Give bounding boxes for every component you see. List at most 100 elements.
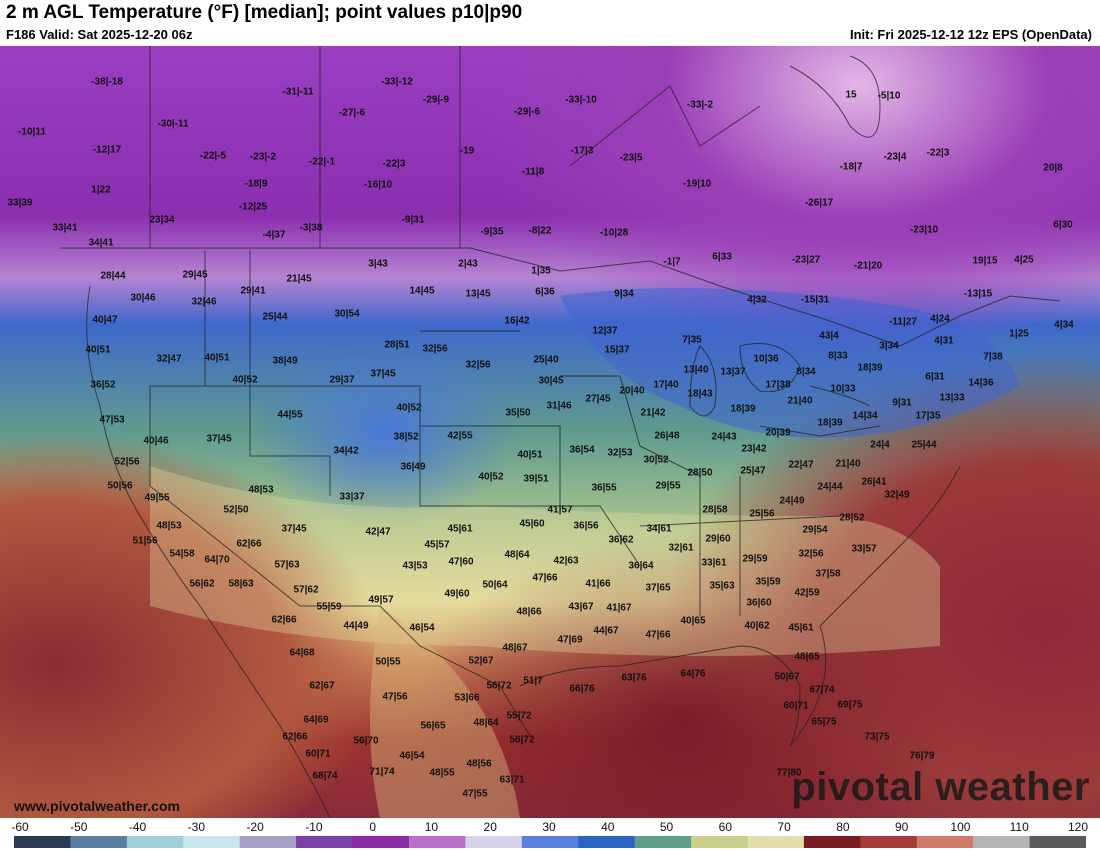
point-value-label: 45|57 bbox=[424, 539, 450, 551]
legend-color-swatch bbox=[239, 836, 297, 848]
map-title: 2 m AGL Temperature (°F) [median]; point… bbox=[6, 2, 523, 23]
point-value-label: 10|33 bbox=[830, 383, 856, 395]
point-value-label: 32|61 bbox=[668, 542, 694, 554]
point-value-label: 1|25 bbox=[1009, 328, 1029, 340]
point-value-label: 56|65 bbox=[420, 720, 446, 732]
point-value-label: 29|37 bbox=[329, 374, 355, 386]
point-value-label: 38|49 bbox=[272, 355, 298, 367]
point-value-label: -22|-1 bbox=[308, 156, 336, 168]
point-value-label: 21|42 bbox=[640, 407, 666, 419]
point-value-label: 37|45 bbox=[206, 433, 232, 445]
point-value-labels: -38|-18 -31|-11 -33|-12 -29|-9 -33|-10 -33|-2… bbox=[0, 46, 1100, 818]
point-value-label: 41|67 bbox=[606, 602, 632, 614]
legend-color-swatch bbox=[1029, 836, 1086, 848]
point-value-label: -31|-11 bbox=[282, 86, 314, 98]
point-value-label: 37|45 bbox=[370, 368, 396, 380]
point-value-label: 9|31 bbox=[892, 397, 912, 409]
legend-color-swatch bbox=[691, 836, 748, 848]
legend-tick-label: 70 bbox=[777, 820, 791, 834]
point-value-label: 14|34 bbox=[852, 410, 878, 422]
point-value-label: -9|31 bbox=[401, 214, 425, 226]
point-value-label: 2|43 bbox=[458, 258, 478, 270]
point-value-label: 52|67 bbox=[468, 655, 494, 667]
point-value-label: 42|47 bbox=[365, 526, 391, 538]
point-value-label: 56|62 bbox=[189, 578, 215, 590]
point-value-label: 44|55 bbox=[277, 409, 303, 421]
header: 2 m AGL Temperature (°F) [median]; point… bbox=[0, 0, 1100, 46]
point-value-label: 36|62 bbox=[608, 534, 634, 546]
point-value-label: 56|70 bbox=[353, 735, 379, 747]
legend-color-swatch bbox=[634, 836, 692, 848]
point-value-label: -16|10 bbox=[363, 179, 393, 191]
point-value-label: 17|35 bbox=[915, 410, 941, 422]
point-value-label: 63|76 bbox=[621, 672, 647, 684]
point-value-label: 49|55 bbox=[144, 492, 170, 504]
point-value-label: 50|67 bbox=[774, 671, 800, 683]
point-value-label: 36|60 bbox=[746, 597, 772, 609]
point-value-label: -19 bbox=[459, 145, 475, 157]
point-value-label: 47|53 bbox=[99, 414, 125, 426]
point-value-label: 49|60 bbox=[444, 588, 470, 600]
point-value-label: 64|76 bbox=[680, 668, 706, 680]
point-value-label: 28|50 bbox=[687, 467, 713, 479]
point-value-label: 63|71 bbox=[499, 774, 525, 786]
point-value-label: 1|22 bbox=[91, 184, 111, 196]
point-value-label: 24|44 bbox=[817, 481, 843, 493]
point-value-label: 31|46 bbox=[546, 400, 572, 412]
point-value-label: 43|4 bbox=[819, 330, 839, 342]
point-value-label: -5|10 bbox=[877, 90, 901, 102]
point-value-label: 58|72 bbox=[509, 734, 535, 746]
legend-tick-label: 0 bbox=[369, 820, 376, 834]
point-value-label: 40|52 bbox=[396, 402, 422, 414]
point-value-label: 37|58 bbox=[815, 568, 841, 580]
point-value-label: 14|36 bbox=[968, 377, 994, 389]
point-value-label: -11|8 bbox=[521, 166, 545, 178]
point-value-label: 32|53 bbox=[607, 447, 633, 459]
point-value-label: 48|53 bbox=[248, 484, 274, 496]
temperature-map bbox=[0, 46, 1100, 818]
point-value-label: 37|65 bbox=[645, 582, 671, 594]
point-value-label: -12|25 bbox=[238, 201, 268, 213]
point-value-label: 55|72 bbox=[506, 710, 532, 722]
point-value-label: 48|66 bbox=[516, 606, 542, 618]
point-value-label: 60|71 bbox=[305, 748, 331, 760]
point-value-label: 6|31 bbox=[925, 371, 945, 383]
point-value-label: 18|39 bbox=[730, 403, 756, 415]
point-value-label: 32|56 bbox=[798, 548, 824, 560]
point-value-label: 33|41 bbox=[52, 222, 78, 234]
point-value-label: 57|63 bbox=[274, 559, 300, 571]
legend-tick-label: -60 bbox=[11, 820, 29, 834]
point-value-label: 48|64 bbox=[504, 549, 530, 561]
point-value-label: -23|4 bbox=[883, 151, 907, 163]
legend-tick-label: -10 bbox=[305, 820, 323, 834]
point-value-label: -10|28 bbox=[599, 227, 629, 239]
legend-color-swatch bbox=[70, 836, 128, 848]
point-value-label: 48|56 bbox=[466, 758, 492, 770]
point-value-label: 34|41 bbox=[88, 237, 114, 249]
point-value-label: 62|66 bbox=[282, 731, 308, 743]
point-value-label: 40|65 bbox=[680, 615, 706, 627]
point-value-label: 62|67 bbox=[309, 680, 335, 692]
point-value-label: 24|43 bbox=[711, 431, 737, 443]
point-value-label: 4|32 bbox=[747, 294, 767, 306]
legend-tick-label: 50 bbox=[659, 820, 674, 834]
point-value-label: 20|39 bbox=[765, 427, 791, 439]
map-canvas: -38|-18 -31|-11 -33|-12 -29|-9 -33|-10 -33|-2… bbox=[0, 46, 1100, 818]
point-value-label: 36|64 bbox=[628, 560, 654, 572]
point-value-label: 36|49 bbox=[400, 461, 426, 473]
point-value-label: -33|-12 bbox=[381, 76, 413, 88]
point-value-label: -17|3 bbox=[570, 145, 594, 157]
point-value-label: 23|42 bbox=[741, 443, 767, 455]
point-value-label: 21|40 bbox=[835, 458, 861, 470]
point-value-label: 48|64 bbox=[473, 717, 499, 729]
point-value-label: 46|54 bbox=[399, 750, 425, 762]
legend-color-swatch bbox=[860, 836, 918, 848]
point-value-label: 40|46 bbox=[143, 435, 169, 447]
point-value-label: 42|63 bbox=[553, 555, 579, 567]
point-value-label: 62|66 bbox=[236, 538, 262, 550]
point-value-label: 53|66 bbox=[454, 692, 480, 704]
point-value-label: 48|65 bbox=[794, 651, 820, 663]
legend-color-swatch bbox=[296, 836, 354, 848]
legend-tick-label: 120 bbox=[1067, 820, 1089, 834]
point-value-label: 47|55 bbox=[462, 788, 488, 800]
